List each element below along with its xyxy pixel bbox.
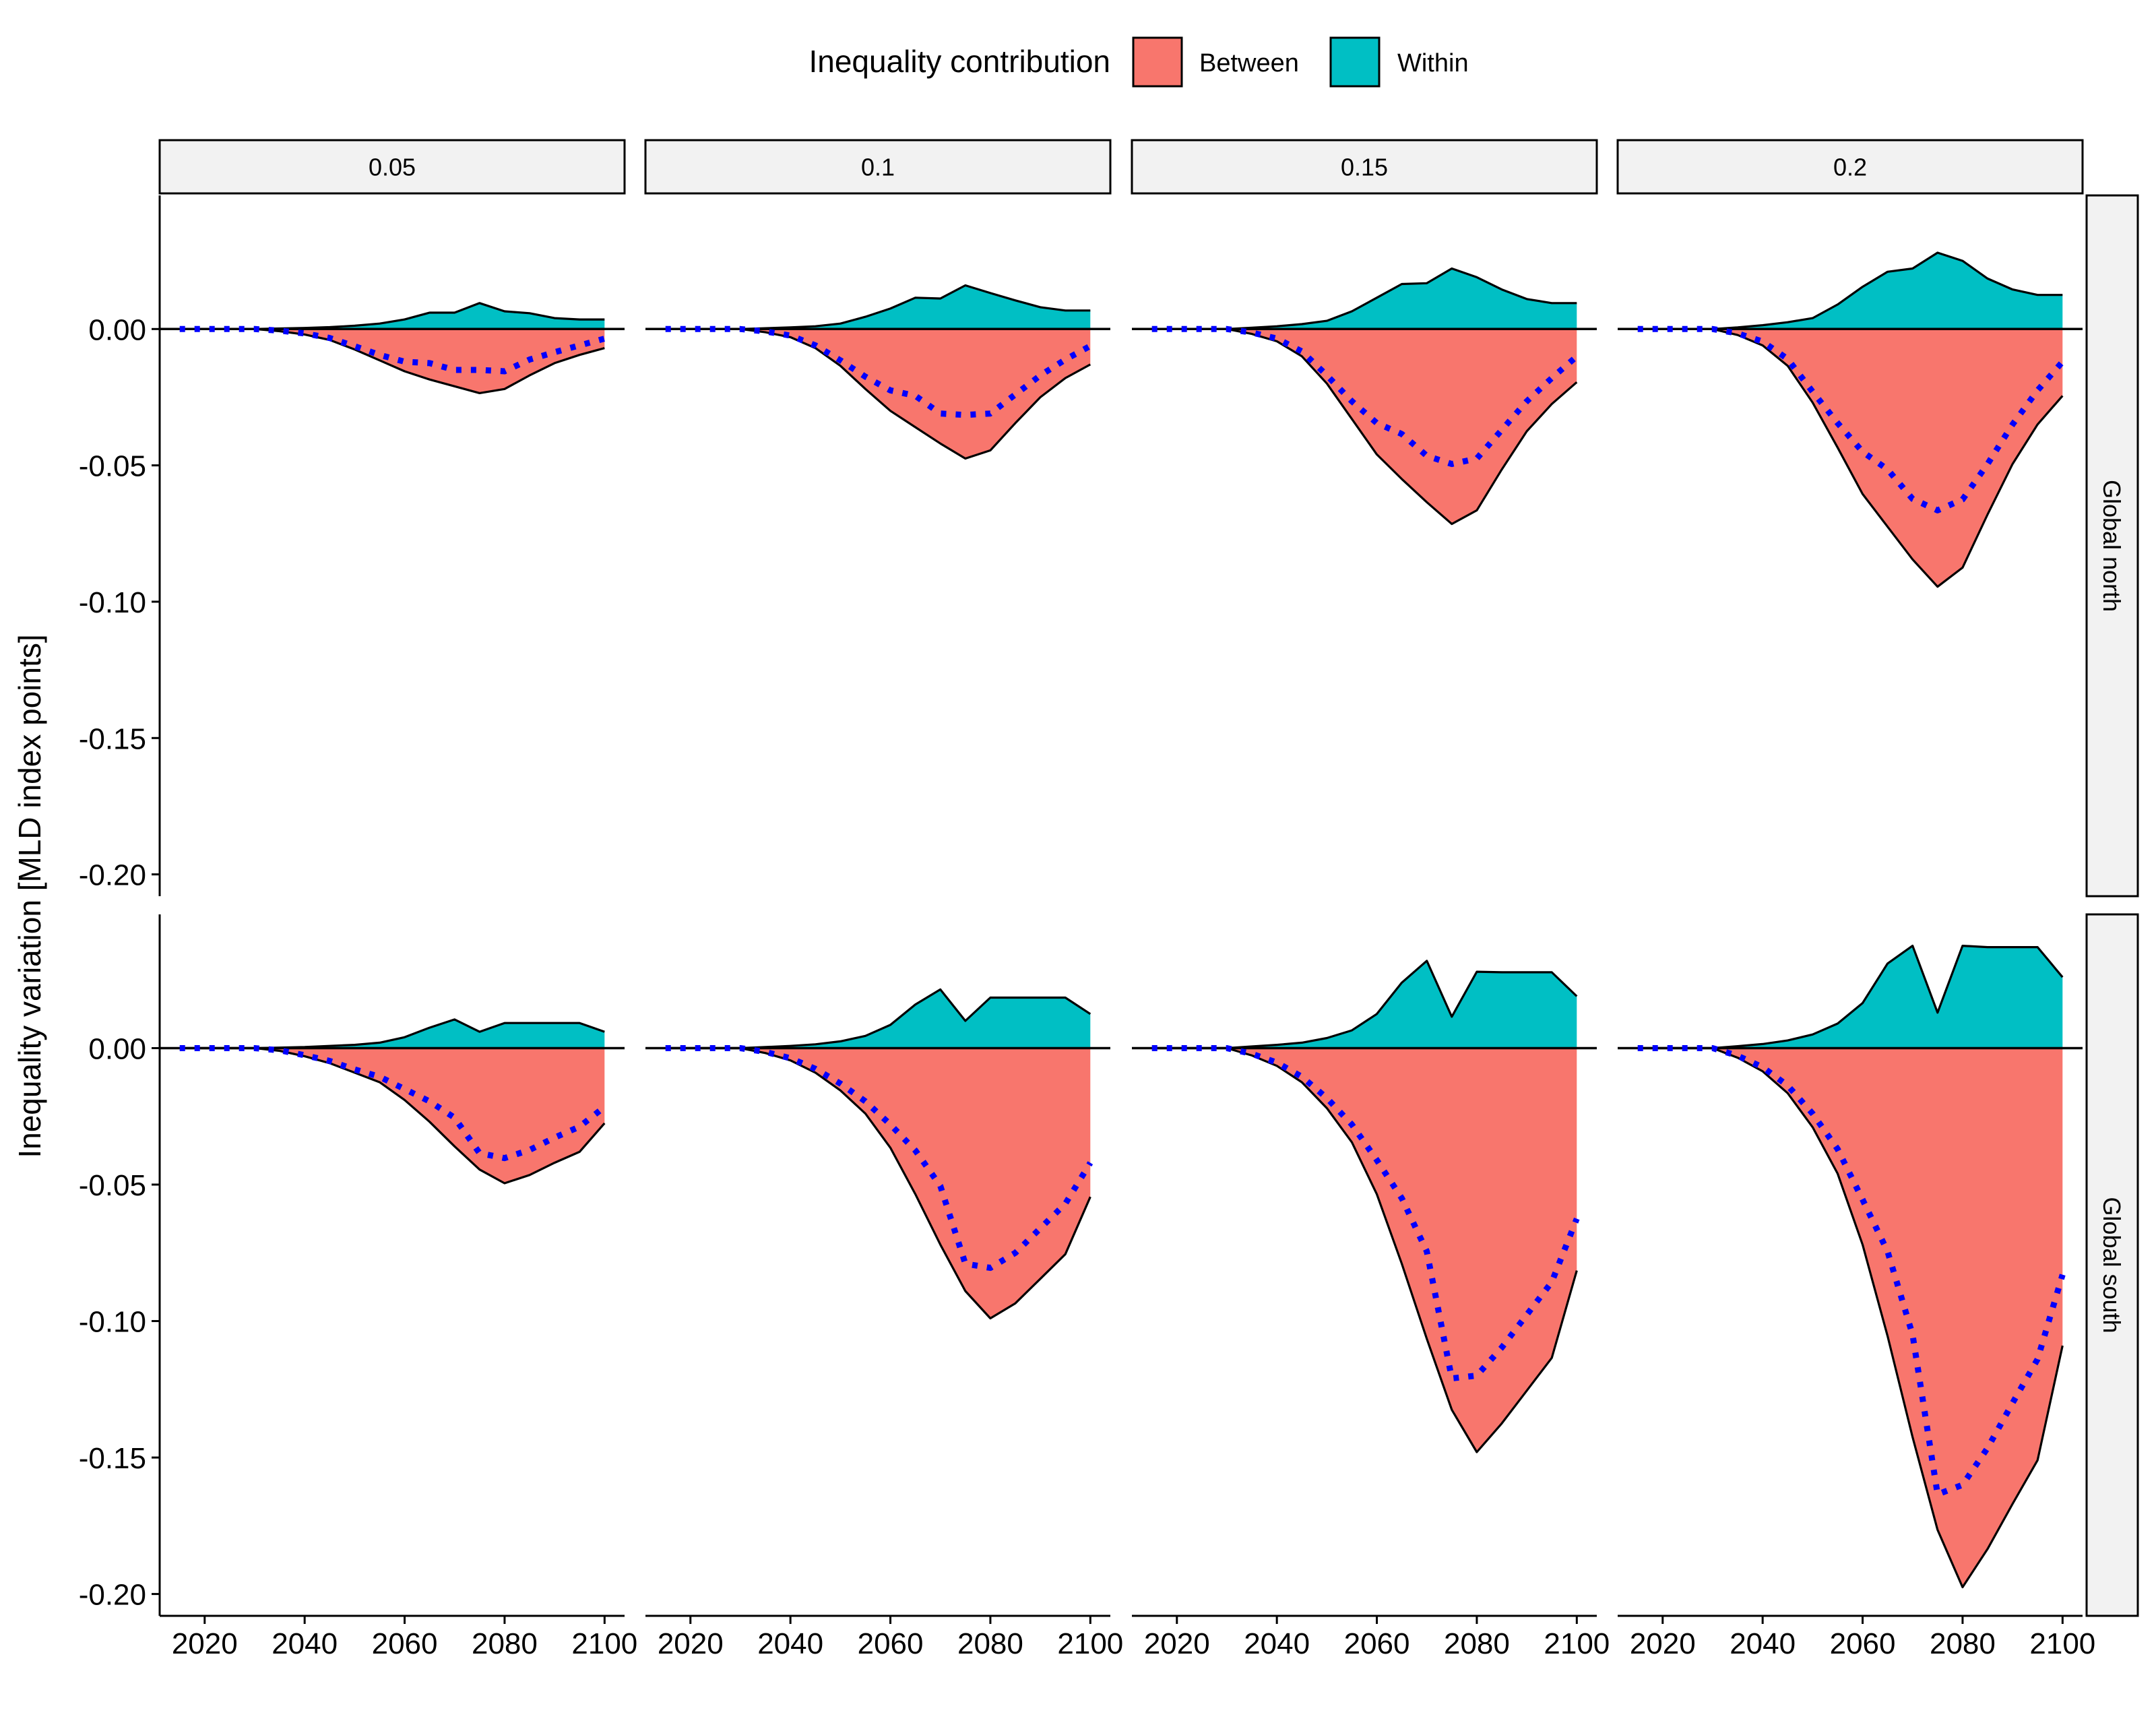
facet-strip-global-north: Global north xyxy=(2085,194,2139,898)
facet-strip-box xyxy=(644,139,1112,195)
x-tick-label: 2060 xyxy=(858,1627,924,1660)
x-tick-label: 2060 xyxy=(1830,1627,1896,1660)
total-dotted-line xyxy=(1637,1045,2066,1498)
panel-global-north-0-05 xyxy=(160,302,625,395)
facet-strip-label: Global south xyxy=(2098,1197,2126,1333)
y-tick-label: -0.20 xyxy=(79,859,146,892)
x-tick-label: 2020 xyxy=(658,1627,724,1660)
y-tick-label: -0.15 xyxy=(79,722,146,755)
x-tick-label: 2040 xyxy=(1730,1627,1796,1660)
facet-strip-label: 0.05 xyxy=(369,154,416,181)
x-tick-label: 2100 xyxy=(1057,1627,1123,1660)
facet-strip-box xyxy=(2085,194,2139,898)
facet-strip-0-2: 0.2 xyxy=(1616,139,2084,195)
panel-global-north-0-15 xyxy=(1132,267,1597,526)
legend-label-between: Between xyxy=(1199,49,1299,77)
between-area xyxy=(1637,329,2063,587)
y-tick-label: -0.10 xyxy=(79,1306,146,1339)
x-axis-0-1: 2020 2040 2060 2080 2100 xyxy=(645,1614,1123,1660)
y-tick-label: 0.00 xyxy=(88,313,146,346)
panel-global-south-0-2 xyxy=(1618,944,2083,1589)
panel-global-north-0-2 xyxy=(1618,251,2083,588)
facet-strip-label: 0.2 xyxy=(1833,154,1867,181)
y-tick-label: 0.00 xyxy=(88,1032,146,1065)
total-dotted-line xyxy=(665,325,1092,418)
total-dotted-line xyxy=(1151,325,1579,468)
x-tick-label: 2080 xyxy=(1930,1627,1996,1660)
y-tick-label: -0.05 xyxy=(79,1169,146,1202)
x-axis-0-2: 2020 2040 2060 2080 2100 xyxy=(1618,1614,2095,1660)
panel-global-south-0-15 xyxy=(1132,960,1597,1453)
within-area xyxy=(1637,945,2063,1048)
facet-strip-box xyxy=(1616,139,2084,195)
x-tick-label: 2020 xyxy=(172,1627,238,1660)
y-tick-label: -0.20 xyxy=(79,1579,146,1612)
legend-title: Inequality contribution xyxy=(808,44,1110,79)
x-tick-label: 2080 xyxy=(472,1627,538,1660)
legend-key-within xyxy=(1329,36,1381,88)
x-tick-label: 2100 xyxy=(1544,1627,1610,1660)
within-area xyxy=(179,1019,605,1048)
legend: Inequality contribution Between Within xyxy=(808,36,1469,88)
x-tick-label: 2020 xyxy=(1144,1627,1210,1660)
facet-strip-0-05: 0.05 xyxy=(158,139,626,195)
x-tick-label: 2080 xyxy=(1444,1627,1510,1660)
y-tick-label: -0.05 xyxy=(79,450,146,483)
within-area xyxy=(1151,960,1577,1048)
facet-strip-box xyxy=(2085,913,2139,1617)
between-area xyxy=(179,1048,605,1183)
y-tick-label: -0.10 xyxy=(79,586,146,619)
y-axis-global-south: 0.00 -0.05 -0.10 -0.15 -0.20 xyxy=(79,914,161,1616)
within-area xyxy=(1151,268,1577,330)
between-area xyxy=(1637,1048,2063,1588)
facet-strip-label: 0.1 xyxy=(861,154,895,181)
x-tick-label: 2100 xyxy=(2029,1627,2095,1660)
facet-strip-0-1: 0.1 xyxy=(644,139,1112,195)
within-area xyxy=(665,285,1091,330)
x-tick-label: 2040 xyxy=(1244,1627,1310,1660)
panel-global-south-0-05 xyxy=(160,1018,625,1185)
x-tick-label: 2060 xyxy=(372,1627,438,1660)
between-area xyxy=(665,1048,1091,1319)
legend-key-between xyxy=(1132,36,1183,88)
facet-strip-global-south: Global south xyxy=(2085,913,2139,1617)
x-axis-0-05: 2020 2040 2060 2080 2100 xyxy=(160,1614,637,1660)
facet-strip-label: Global north xyxy=(2098,480,2126,612)
legend-label-within: Within xyxy=(1397,49,1469,77)
between-area xyxy=(1151,329,1577,524)
x-tick-label: 2080 xyxy=(957,1627,1023,1660)
x-tick-label: 2040 xyxy=(757,1627,823,1660)
x-tick-label: 2100 xyxy=(571,1627,637,1660)
x-tick-label: 2040 xyxy=(272,1627,338,1660)
total-dotted-line xyxy=(179,1045,607,1162)
y-axis-global-north: 0.00 -0.05 -0.10 -0.15 -0.20 xyxy=(79,195,161,896)
between-area xyxy=(1151,1048,1577,1452)
between-area xyxy=(665,329,1091,459)
facet-strip-box xyxy=(1131,139,1598,195)
x-axis-0-15: 2020 2040 2060 2080 2100 xyxy=(1132,1614,1610,1660)
x-tick-label: 2060 xyxy=(1344,1627,1410,1660)
facet-strip-label: 0.15 xyxy=(1341,154,1388,181)
panel-global-north-0-1 xyxy=(645,284,1110,460)
y-tick-label: -0.15 xyxy=(79,1442,146,1475)
between-area xyxy=(179,329,605,394)
panel-grid: 0.05 0.1 0.15 0.2 Global north 0.00 -0.05 -0.10… xyxy=(79,139,2139,1660)
facet-strip-0-15: 0.15 xyxy=(1131,139,1598,195)
y-axis-label: Inequality variation [MLD index points] xyxy=(12,634,47,1158)
panel-global-south-0-1 xyxy=(645,988,1110,1320)
facet-strip-box xyxy=(158,139,626,195)
x-tick-label: 2020 xyxy=(1630,1627,1696,1660)
within-area xyxy=(1637,253,2063,330)
